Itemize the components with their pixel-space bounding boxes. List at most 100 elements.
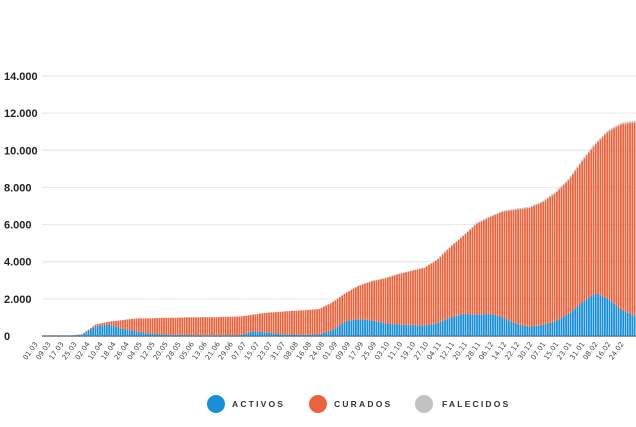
bar-curados — [441, 254, 444, 321]
bar-activos — [85, 332, 88, 336]
bar-falecidos — [576, 166, 579, 168]
bar-activos — [473, 314, 476, 336]
bar-activos — [528, 326, 531, 336]
bar-curados — [99, 323, 101, 326]
bar-activos — [268, 332, 270, 336]
bar-activos — [231, 335, 234, 336]
bar-activos — [259, 331, 261, 336]
bar-activos — [197, 335, 200, 336]
bar-falecidos — [485, 218, 487, 220]
bar-falecidos — [450, 245, 453, 246]
bar-curados — [126, 319, 129, 330]
bar-activos — [101, 325, 104, 336]
bar-curados — [457, 239, 460, 316]
bar-activos — [297, 334, 300, 336]
bar-curados — [153, 318, 156, 334]
bar-curados — [265, 312, 268, 333]
bar-activos — [489, 313, 492, 336]
bar-curados — [199, 317, 202, 336]
bar-falecidos — [498, 211, 501, 213]
bar-falecidos — [542, 200, 545, 202]
bar-curados — [124, 319, 127, 330]
bar-falecidos — [594, 142, 597, 145]
bar-falecidos — [441, 253, 444, 255]
bar-falecidos — [480, 220, 483, 222]
bar-falecidos — [604, 133, 606, 136]
bar-activos — [233, 335, 236, 336]
bar-curados — [405, 272, 408, 325]
y-grid — [42, 75, 636, 337]
bar-curados — [432, 262, 435, 324]
bar-curados — [101, 323, 104, 326]
bar-falecidos — [560, 185, 563, 188]
bar-curados — [211, 317, 213, 336]
bar-curados — [215, 317, 218, 336]
bar-curados — [320, 307, 323, 334]
bar-curados — [206, 317, 209, 336]
bar-curados — [357, 286, 360, 320]
bar-activos — [423, 325, 426, 336]
bar-curados — [485, 219, 487, 314]
bar-falecidos — [430, 263, 433, 264]
bar-activos — [318, 334, 321, 336]
bar-curados — [293, 310, 296, 335]
bar-curados — [172, 317, 174, 335]
bar-falecidos — [448, 247, 451, 248]
bar-falecidos — [508, 209, 510, 211]
bar-activos — [446, 318, 449, 336]
bar-activos — [83, 333, 85, 336]
bar-curados — [393, 275, 396, 325]
bar-curados — [583, 158, 586, 301]
bar-activos — [277, 333, 280, 336]
bar-curados — [496, 213, 499, 316]
x-tick-labels: 01.0309.0317.0325.0302.0410.0418.0426.04… — [22, 340, 626, 361]
bar-curados — [149, 318, 152, 334]
bar-falecidos — [626, 121, 629, 124]
bar-activos — [622, 310, 625, 336]
bar-curados — [254, 314, 257, 332]
bar-curados — [188, 317, 190, 336]
bar-curados — [94, 324, 97, 327]
bar-falecidos — [446, 249, 449, 251]
bar-activos — [229, 335, 232, 336]
bar-activos — [261, 331, 264, 336]
bars — [44, 120, 636, 336]
bar-activos — [236, 335, 238, 336]
bar-curados — [384, 278, 387, 324]
bar-activos — [73, 335, 76, 336]
bar-curados — [110, 321, 113, 326]
bar-activos — [121, 328, 124, 336]
bar-activos — [389, 323, 392, 336]
bar-activos — [460, 314, 462, 336]
bar-curados — [382, 278, 385, 323]
bar-curados — [309, 309, 312, 335]
bar-activos — [309, 334, 312, 336]
bar-activos — [437, 322, 440, 336]
bar-curados — [147, 318, 149, 334]
bar-falecidos — [471, 226, 474, 228]
bar-falecidos — [462, 235, 465, 237]
bar-activos — [432, 323, 435, 336]
bar-activos — [160, 334, 163, 336]
bar-activos — [304, 334, 307, 336]
bar-curados — [259, 313, 261, 332]
bar-activos — [519, 324, 522, 336]
bar-curados — [297, 310, 300, 335]
bar-curados — [604, 135, 606, 298]
bar-curados — [135, 318, 138, 332]
bar-falecidos — [567, 179, 570, 181]
bar-activos — [370, 320, 373, 336]
bar-falecidos — [464, 233, 467, 234]
bar-curados — [418, 269, 421, 326]
bar-falecidos — [549, 195, 551, 197]
bar-curados — [233, 316, 236, 336]
bar-curados — [112, 321, 115, 327]
bar-activos — [546, 323, 549, 336]
bar-curados — [213, 317, 216, 336]
bar-falecidos — [473, 224, 476, 226]
bar-activos — [400, 324, 403, 336]
bar-activos — [476, 314, 478, 336]
bar-activos — [211, 335, 213, 336]
bar-falecidos — [620, 122, 622, 125]
bar-falecidos — [425, 265, 428, 267]
